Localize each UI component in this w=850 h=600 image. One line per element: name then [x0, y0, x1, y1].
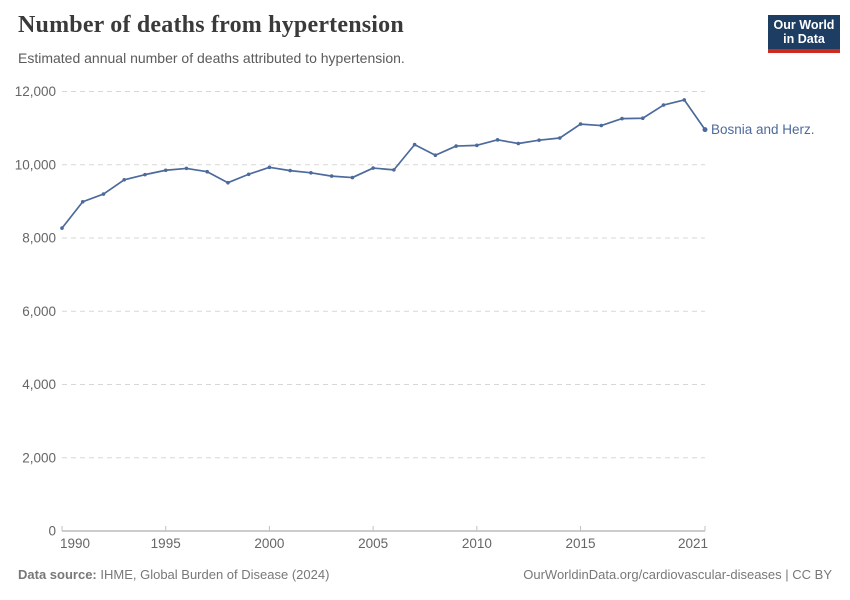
- owid-logo[interactable]: Our World in Data: [768, 15, 840, 53]
- x-axis-tick-label: 2010: [462, 536, 492, 551]
- data-point-marker: [122, 177, 127, 182]
- data-point-marker: [80, 199, 85, 204]
- data-point-marker: [143, 172, 147, 177]
- y-axis-tick-label: 0: [48, 524, 56, 539]
- y-axis-tick-label: 4,000: [22, 377, 56, 392]
- data-point-marker: [246, 172, 251, 177]
- data-point-marker: [60, 226, 64, 230]
- data-point-marker: [371, 166, 375, 170]
- data-point-marker: [350, 175, 355, 180]
- data-point-marker: [640, 116, 645, 121]
- y-axis-tick-label: 10,000: [15, 157, 56, 172]
- credit-link[interactable]: OurWorldinData.org/cardiovascular-diseas…: [523, 567, 832, 582]
- y-axis-tick-label: 6,000: [22, 304, 56, 319]
- data-point-marker: [433, 153, 438, 158]
- y-axis-tick-label: 12,000: [15, 84, 56, 99]
- page-title: Number of deaths from hypertension: [18, 12, 404, 38]
- data-point-marker: [495, 138, 500, 142]
- data-point-marker: [516, 141, 521, 146]
- data-point-marker: [226, 180, 230, 185]
- data-point-marker: [558, 136, 562, 140]
- series-entity-label[interactable]: Bosnia and Herz.: [711, 122, 815, 137]
- x-axis-tick-label: 2005: [358, 536, 388, 551]
- data-point-marker: [288, 168, 292, 173]
- chart-subtitle: Estimated annual number of deaths attrib…: [18, 50, 405, 66]
- x-axis-tick-label: 2021: [678, 536, 708, 551]
- data-point-marker: [599, 123, 604, 128]
- data-point-marker: [454, 144, 458, 148]
- x-axis-tick-label: 1995: [151, 536, 181, 551]
- data-point-marker: [205, 169, 209, 174]
- x-axis-tick-label: 2000: [254, 536, 284, 551]
- chart-line: [61, 99, 706, 229]
- data-point-marker: [184, 166, 189, 171]
- data-point-marker: [475, 143, 479, 148]
- data-point-marker: [682, 98, 687, 102]
- x-axis-tick-label: 2015: [566, 536, 596, 551]
- data-point-marker: [702, 127, 708, 133]
- owid-logo-line1: Our World: [773, 18, 835, 32]
- data-point-marker: [661, 103, 666, 107]
- data-point-marker: [578, 122, 583, 126]
- data-point-marker: [267, 165, 272, 170]
- data-point-marker: [620, 116, 624, 121]
- data-point-marker: [101, 192, 106, 196]
- data-source-label: Data source:: [18, 567, 97, 582]
- data-point-marker: [412, 142, 417, 147]
- data-source-text: IHME, Global Burden of Disease (2024): [96, 567, 330, 582]
- owid-logo-line2: in Data: [783, 32, 825, 46]
- data-point-marker: [392, 168, 396, 172]
- line-chart: 0 2,000 4,000 6,000 8,000 10,000 12,000 1990 199…: [15, 84, 815, 551]
- data-point-marker: [309, 171, 313, 175]
- y-axis-tick-label: 8,000: [22, 231, 56, 246]
- data-point-marker: [163, 168, 168, 173]
- x-axis-tick-label: 1990: [60, 536, 90, 551]
- y-axis-tick-label: 2,000: [22, 450, 56, 465]
- chart-footer: Data source: IHME, Global Burden of Dise…: [18, 567, 832, 582]
- data-source: Data source: IHME, Global Burden of Dise…: [18, 567, 329, 582]
- data-point-marker: [537, 138, 541, 143]
- data-point-marker: [329, 174, 334, 178]
